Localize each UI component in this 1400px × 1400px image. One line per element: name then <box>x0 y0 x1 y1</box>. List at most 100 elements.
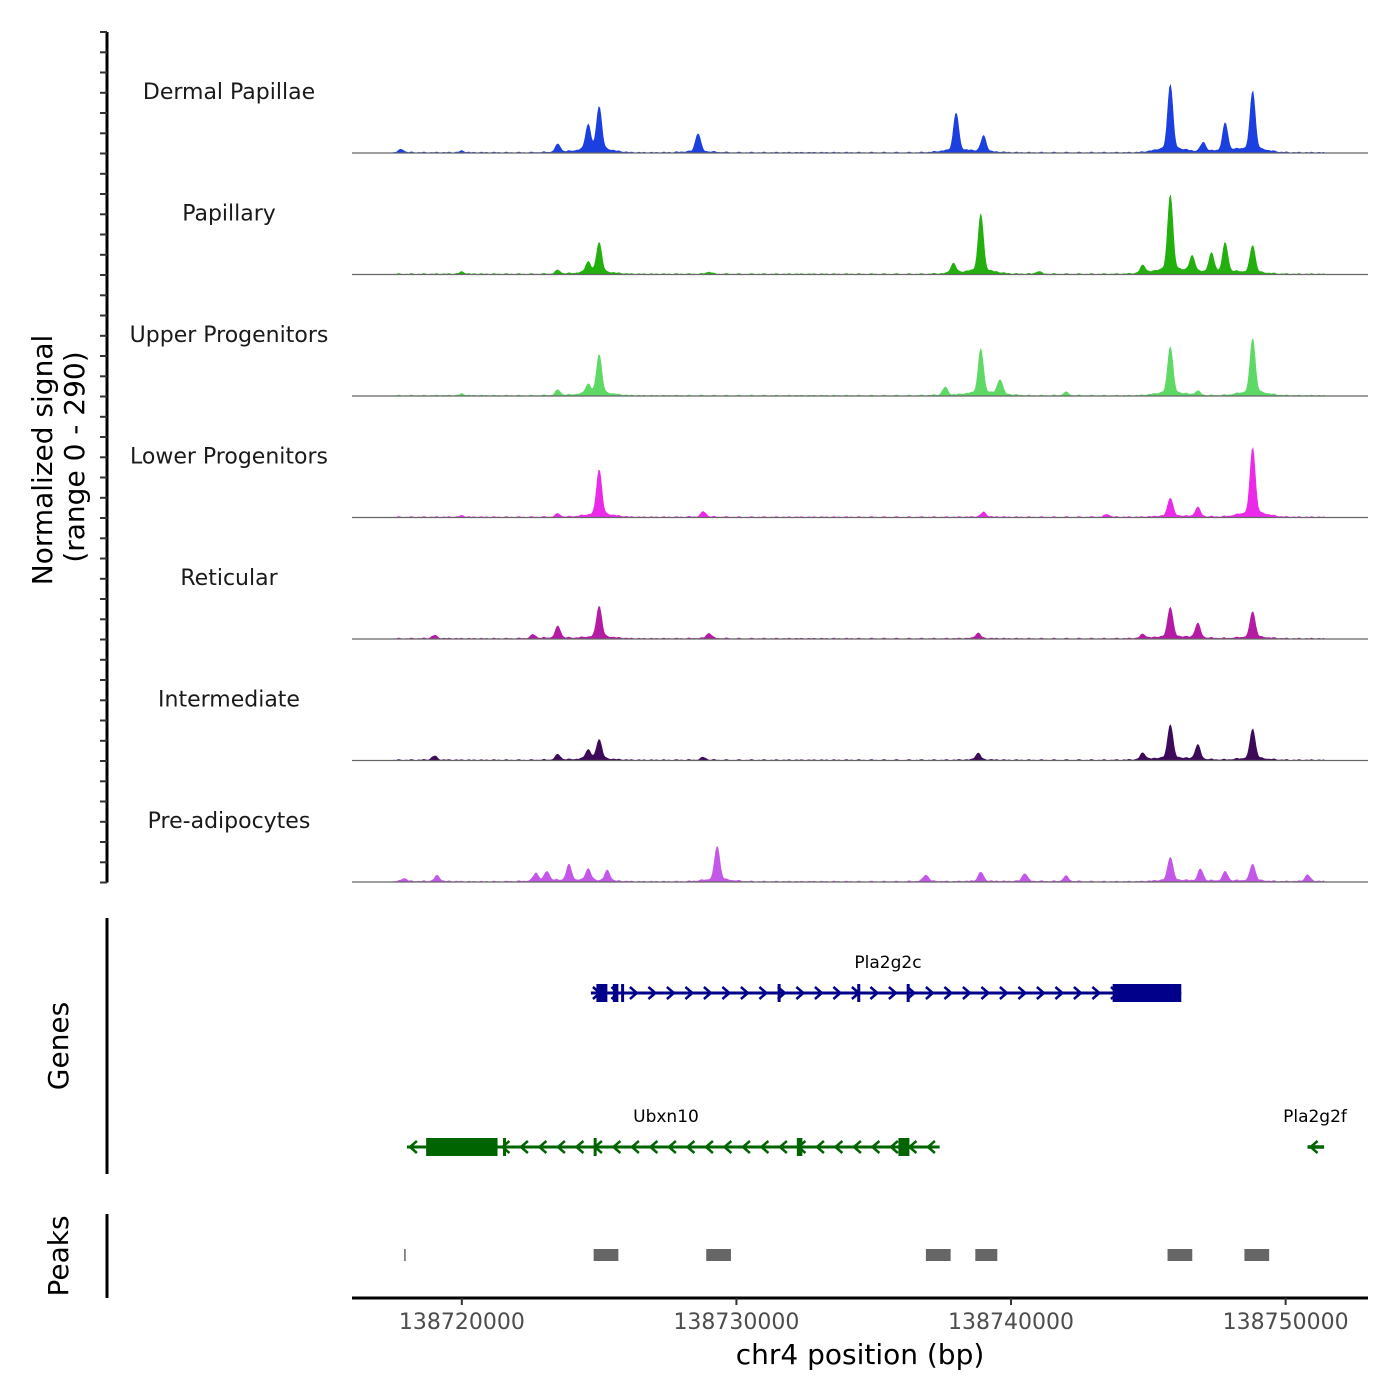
track-label: Intermediate <box>158 688 300 713</box>
strand-arrow <box>500 1140 511 1154</box>
gene-exon <box>612 984 619 1002</box>
strand-arrow <box>943 986 954 1000</box>
peak-region <box>404 1249 406 1261</box>
track-4: Lower Progenitors <box>130 445 1368 519</box>
y-axis-range-label: (range 0 - 290) <box>58 351 91 562</box>
strand-arrow <box>703 986 713 1000</box>
strand-arrow <box>833 1140 844 1154</box>
peak-region <box>1167 1249 1193 1261</box>
signal-area <box>392 606 1325 640</box>
strand-arrow <box>814 1140 825 1154</box>
track-label: Dermal Papillae <box>143 80 315 105</box>
x-tick-label: 138740000 <box>948 1310 1074 1335</box>
track-label: Pre-adipocytes <box>148 809 311 834</box>
peak-region <box>1244 1249 1270 1261</box>
strand-arrow <box>888 1140 899 1154</box>
strand-arrow <box>740 986 750 1000</box>
peaks-panel-title: Peaks <box>42 1215 75 1296</box>
signal-area <box>392 337 1325 397</box>
gene-exon <box>898 1138 910 1156</box>
gene-label: Pla2g2c <box>854 953 921 973</box>
strand-arrow <box>925 1140 936 1154</box>
x-tick-label: 138750000 <box>1223 1310 1349 1335</box>
gene-Pla2g2c: Pla2g2c <box>590 953 1182 1002</box>
gene-track: Pla2g2c Ubxn10 Pla2g2f <box>406 953 1348 1156</box>
y-axis-title: Normalized signal <box>26 335 59 586</box>
x-axis: 138720000 138730000 138740000 138750000 <box>352 1296 1368 1335</box>
strand-arrow <box>906 986 917 1000</box>
strand-arrow <box>980 986 991 1000</box>
gene-exon <box>596 984 608 1002</box>
strand-arrow <box>925 986 935 1000</box>
strand-arrow <box>666 986 676 1000</box>
strand-arrow <box>684 986 695 1000</box>
gene-exon <box>857 984 861 1002</box>
gene-label: Pla2g2f <box>1283 1107 1348 1127</box>
track-5: Reticular <box>180 566 1368 640</box>
strand-arrow <box>888 986 898 1000</box>
track-2: Papillary <box>182 194 1368 276</box>
strand-arrow <box>832 986 843 1000</box>
peak-region <box>593 1249 619 1261</box>
track-1: Dermal Papillae <box>143 80 1368 154</box>
gene-exon <box>906 984 910 1002</box>
strand-arrow <box>666 1140 677 1154</box>
x-tick-label: 138730000 <box>673 1310 799 1335</box>
strand-arrow <box>518 1140 529 1154</box>
x-axis-title: chr4 position (bp) <box>736 1338 985 1371</box>
signal-area <box>392 83 1325 154</box>
gene-Pla2g2f: Pla2g2f <box>1283 1107 1348 1154</box>
strand-arrow <box>1073 986 1083 1000</box>
gene-label: Ubxn10 <box>633 1107 699 1127</box>
strand-arrow <box>777 1140 788 1154</box>
strand-arrow <box>648 1140 659 1154</box>
gene-exon <box>796 1138 803 1156</box>
track-label: Papillary <box>182 202 276 227</box>
strand-arrow <box>629 986 639 1000</box>
signal-area <box>392 846 1325 883</box>
x-tick-label: 138720000 <box>399 1310 525 1335</box>
strand-arrow <box>759 1140 770 1154</box>
strand-arrow <box>574 1140 585 1154</box>
signal-tracks: Dermal Papillae Papillary Upper Progenitor… <box>130 80 1368 883</box>
peak-track <box>404 1249 1270 1261</box>
track-7: Pre-adipocytes <box>148 809 1368 883</box>
strand-arrow <box>851 1140 862 1154</box>
strand-arrow <box>703 1140 714 1154</box>
signal-area <box>392 194 1325 275</box>
signal-y-axis <box>100 31 109 884</box>
strand-arrow <box>537 1140 548 1154</box>
strand-arrow <box>721 986 732 1000</box>
strand-arrow <box>685 1140 696 1154</box>
gene-exon <box>503 1138 507 1156</box>
strand-arrow <box>407 1140 418 1154</box>
strand-arrow <box>1017 986 1028 1000</box>
track-label: Reticular <box>180 566 278 591</box>
strand-arrow <box>1091 986 1102 1000</box>
gene-exon <box>1112 984 1182 1002</box>
strand-arrow <box>962 986 972 1000</box>
strand-arrow <box>629 1140 640 1154</box>
strand-arrow <box>1054 986 1065 1000</box>
gene-exon <box>426 1138 498 1156</box>
strand-arrow <box>758 986 769 1000</box>
gene-Ubxn10: Ubxn10 <box>406 1107 940 1156</box>
strand-arrow <box>814 986 824 1000</box>
signal-area <box>392 724 1325 761</box>
track-6: Intermediate <box>158 688 1368 762</box>
peak-region <box>706 1249 731 1261</box>
track-label: Lower Progenitors <box>130 445 328 470</box>
strand-arrow <box>740 1140 751 1154</box>
strand-arrow <box>869 986 880 1000</box>
strand-arrow <box>870 1140 881 1154</box>
genes-panel-title: Genes <box>42 1002 75 1090</box>
peak-region <box>925 1249 951 1261</box>
peak-region <box>975 1249 998 1261</box>
gene-exon <box>593 1138 597 1156</box>
strand-arrow <box>795 986 806 1000</box>
strand-arrow <box>555 1140 566 1154</box>
signal-area <box>392 447 1325 518</box>
track-label: Upper Progenitors <box>130 323 329 348</box>
track-3: Upper Progenitors <box>130 323 1368 397</box>
